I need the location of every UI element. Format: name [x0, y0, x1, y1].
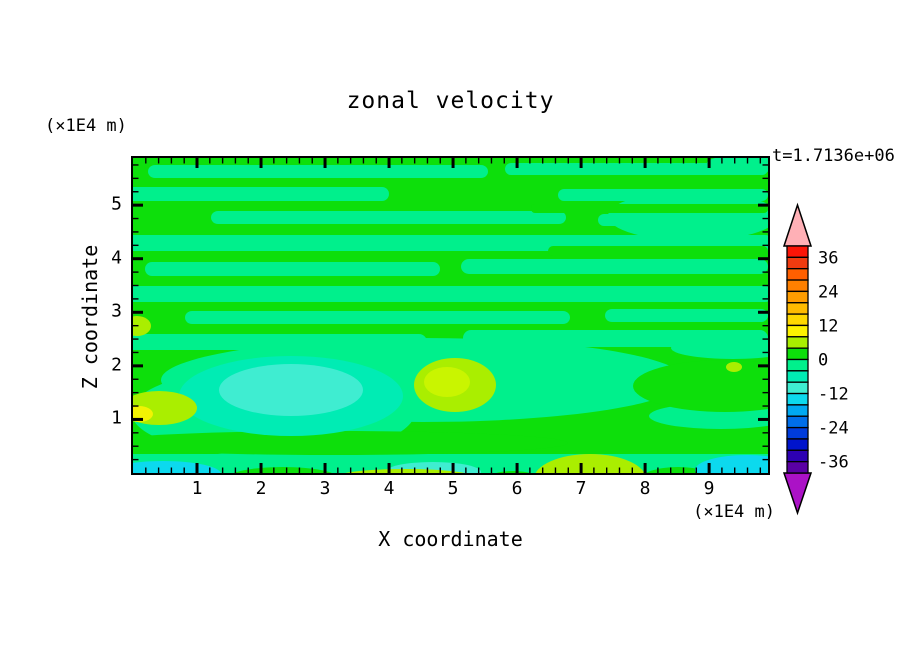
y-tick-label: 4 — [111, 247, 122, 269]
colorbar-segment — [786, 324, 809, 338]
plot-area — [131, 156, 770, 475]
chart-title: zonal velocity — [346, 88, 555, 114]
colorbar-segment — [786, 449, 809, 463]
colorbar-segment — [786, 426, 809, 440]
colorbar-tick-label: 12 — [818, 316, 838, 336]
colorbar-segment — [786, 256, 809, 270]
x-tick-label: 9 — [703, 478, 715, 499]
contour-band-chartreuse-bright — [424, 367, 470, 397]
y-tick-label: 2 — [111, 354, 122, 376]
contour-field — [133, 158, 768, 473]
x-tick-label: 5 — [447, 478, 459, 499]
x-tick-label: 2 — [255, 478, 267, 499]
colorbar-segment — [786, 438, 809, 451]
y-tick-labels: 1 2 3 4 5 — [88, 158, 122, 473]
contour-band-green — [133, 204, 768, 473]
colorbar-segment — [786, 268, 809, 281]
colorbar-segment — [786, 336, 809, 349]
colorbar-segment — [786, 347, 809, 361]
colorbar-segment — [786, 370, 809, 383]
colorbar-segment — [786, 313, 809, 327]
colorbar-tick-label: -24 — [818, 419, 849, 439]
colorbar-tick-label: -12 — [818, 385, 849, 405]
colorbar-over-arrow — [782, 202, 813, 247]
x-tick-label: 6 — [511, 478, 523, 499]
y-tick-label: 3 — [111, 300, 122, 322]
x-axis-title: X coordinate — [378, 527, 523, 551]
colorbar-segment — [786, 404, 809, 417]
x-tick-label: 3 — [319, 478, 331, 499]
y-tick-label: 5 — [111, 193, 122, 215]
colorbar-segment — [786, 302, 809, 315]
contour-band-cyan — [133, 455, 768, 473]
colorbar-segment — [786, 358, 809, 372]
x-tick-label: 1 — [191, 478, 203, 499]
colorbar-tick-label: -36 — [818, 453, 849, 473]
colorbar-segment — [786, 381, 809, 395]
colorbar: 36 24 12 0 -12 -24 -36 — [782, 202, 849, 516]
y-tick-label: 1 — [111, 408, 122, 430]
x-tick-label: 4 — [383, 478, 395, 499]
colorbar-segment — [786, 279, 809, 293]
colorbar-segment — [786, 415, 809, 429]
axis-ticks — [133, 158, 768, 473]
colorbar-tick-label: 24 — [818, 282, 838, 302]
colorbar-segment — [786, 245, 809, 259]
colorbar-segment — [786, 392, 809, 406]
x-tick-label: 7 — [575, 478, 587, 499]
x-tick-label: 8 — [639, 478, 651, 499]
colorbar-tick-label: 36 — [818, 248, 838, 268]
x-axis-unit-label: (×1E4 m) — [693, 502, 775, 522]
colorbar-segment — [786, 460, 809, 474]
time-annotation: t=1.7136e+06 — [772, 146, 895, 166]
colorbar-tick-label: 0 — [818, 351, 828, 371]
y-axis-unit-label: (×1E4 m) — [45, 116, 127, 136]
colorbar-segment — [786, 290, 809, 304]
colorbar-under-arrow — [782, 472, 813, 516]
x-tick-labels: 1 2 3 4 5 6 7 8 9 — [133, 478, 768, 499]
